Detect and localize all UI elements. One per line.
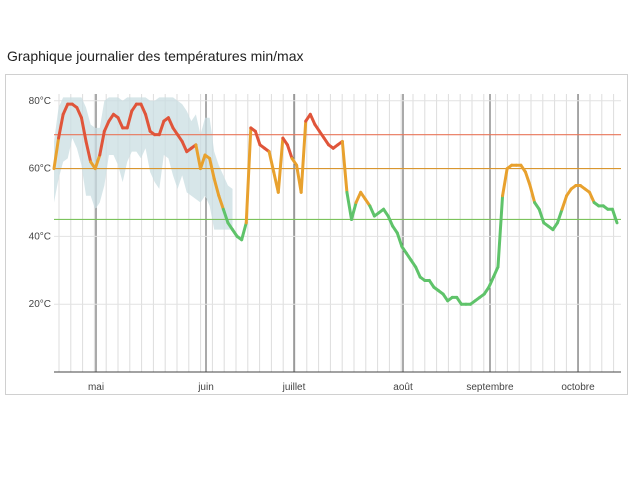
temperature-line-segment <box>139 102 148 116</box>
temperature-line-segment <box>610 207 619 225</box>
temperature-line-segment <box>299 119 308 194</box>
x-tick-label: octobre <box>561 382 595 393</box>
temperature-line-segment <box>345 190 354 221</box>
temperature-line-segment <box>75 106 83 120</box>
temperature-line-segment <box>491 265 500 279</box>
x-tick-label: août <box>393 382 413 393</box>
x-tick-label: septembre <box>466 382 514 393</box>
temperature-line-segment <box>528 184 537 204</box>
temperature-line-segment <box>560 194 569 211</box>
temperature-line-segment <box>395 231 404 249</box>
x-tick-label: juin <box>197 382 214 393</box>
y-tick-label: 40°C <box>29 231 51 242</box>
temperature-line-segment <box>212 177 221 198</box>
temperature-line-segment <box>340 139 349 194</box>
temperature-line-segment <box>285 143 294 160</box>
min-max-band <box>54 97 233 230</box>
temperature-line-segment <box>84 139 93 164</box>
temperature-line-segment <box>61 102 70 116</box>
temperature-line-segment <box>217 194 225 211</box>
temperature-line-segment <box>240 221 248 242</box>
x-tick-label: juillet <box>282 382 306 393</box>
temperature-line-segment <box>487 275 495 289</box>
temperature-line-segment <box>198 153 207 171</box>
temperature-line-segment <box>537 207 546 225</box>
y-tick-label: 20°C <box>29 299 51 310</box>
temperature-line-segment <box>194 143 202 171</box>
temperature-line-segment <box>555 207 564 225</box>
temperature-line-segment <box>102 119 111 133</box>
temperature-line-segment <box>93 153 102 171</box>
temperature-line-segment <box>180 139 189 154</box>
temperature-line-segment <box>57 112 65 140</box>
temperature-line-segment <box>253 129 262 147</box>
temperature-line-segment <box>125 109 134 130</box>
temperature-line-segment <box>386 214 395 228</box>
temperature-line-segment <box>368 204 376 218</box>
temperature-line-segment <box>276 136 285 194</box>
temperature-line-segment <box>354 190 363 204</box>
y-tick-label: 60°C <box>29 164 51 175</box>
temperature-line-segment <box>79 116 88 143</box>
temperature-line-segment <box>208 156 216 181</box>
temperature-line-segment <box>244 126 253 225</box>
temperature-line-segment <box>588 190 596 204</box>
temperature-line-segment <box>52 136 61 171</box>
temperature-line-segment <box>267 150 276 174</box>
temperature-line-segment <box>501 167 509 198</box>
temperature-line-segment <box>144 112 152 133</box>
temperature-line-segment <box>116 116 125 130</box>
temperature-line-segment <box>221 207 230 225</box>
temperature-line-segment <box>157 119 166 137</box>
temperature-line-segment <box>350 200 358 221</box>
temperature-line-segment <box>166 116 175 130</box>
temperature-line-segment <box>523 170 532 188</box>
temperature-line-segment <box>308 112 317 127</box>
y-tick-label: 80°C <box>29 96 51 107</box>
temperature-line-segment <box>414 265 422 279</box>
temperature-line-segment <box>496 194 505 269</box>
chart-title: Graphique journalier des températures mi… <box>7 48 304 64</box>
temperature-line-segment <box>98 129 106 157</box>
x-tick-label: mai <box>88 382 104 393</box>
